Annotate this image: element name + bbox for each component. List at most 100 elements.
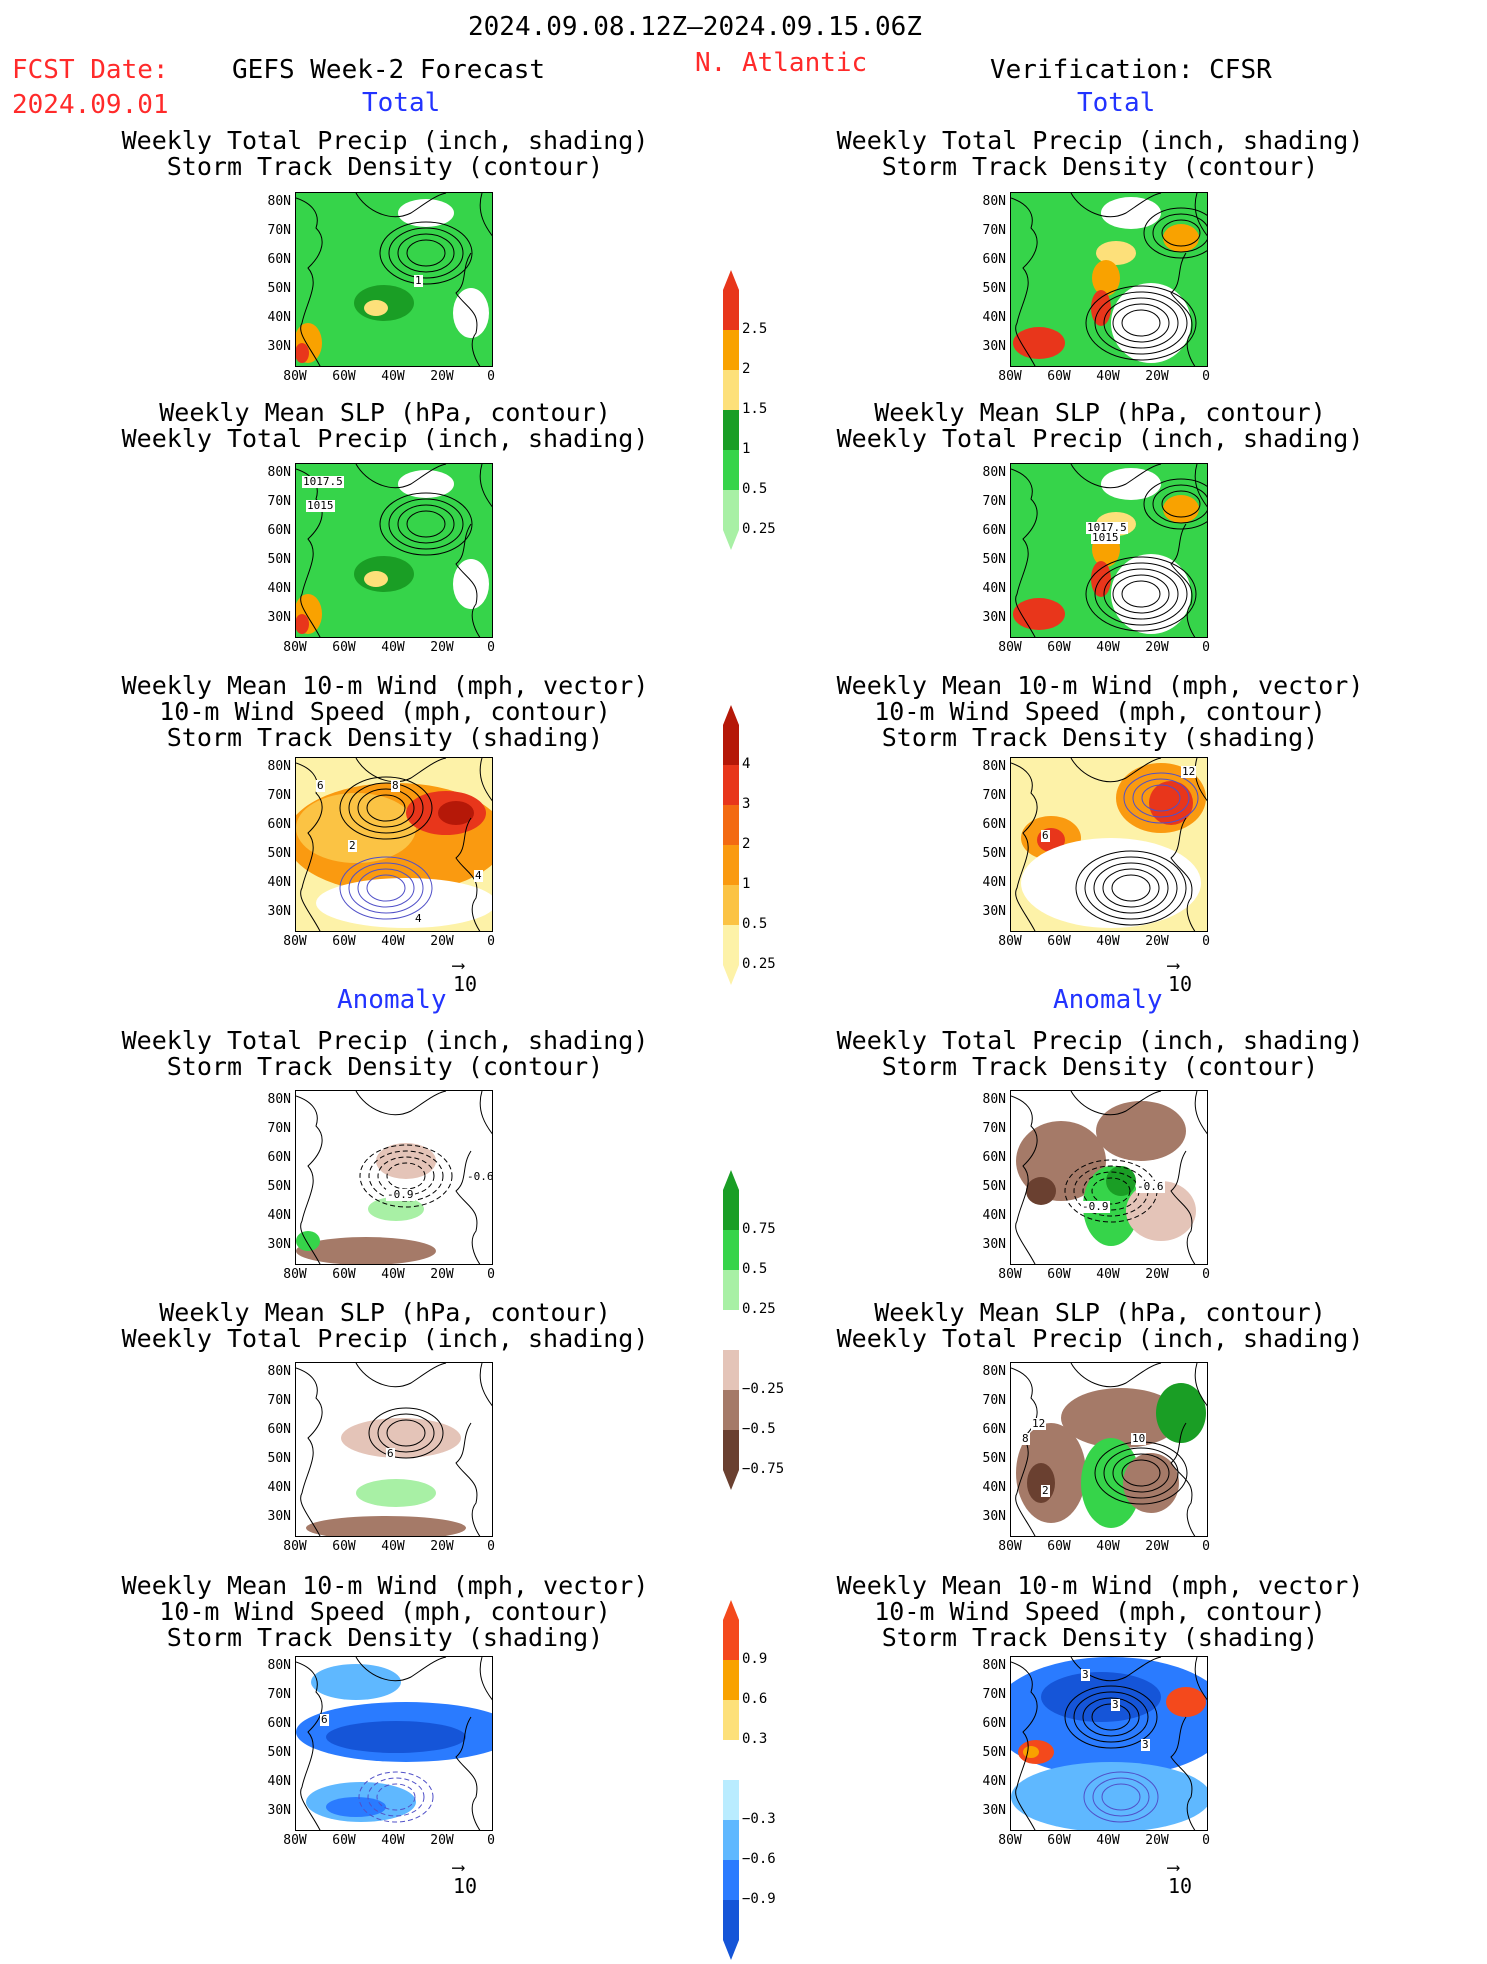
lon-tick-label: 60W [1047,640,1071,655]
lat-tick-label: 80N [982,1658,1006,1673]
lat-tick-label: 30N [267,1237,291,1252]
lat-tick-label: 30N [982,339,1006,354]
lat-tick-label: 40N [267,310,291,325]
colorbar-label: 0.5 [742,916,768,932]
lat-tick-label: 80N [267,1092,291,1107]
lon-tick-label: 0 [1202,934,1210,949]
colorbar-label: 3 [742,796,751,812]
lat-tick-label: 40N [982,310,1006,325]
lat-tick-label: 30N [982,1803,1006,1818]
lon-tick-label: 0 [487,1267,495,1282]
panel-title: Weekly Mean 10-m Wind (mph, vector) 10-m… [121,671,649,752]
lon-tick-label: 20W [1145,1539,1169,1554]
colorbar-label: −0.25 [742,1381,785,1397]
lat-tick-label: 30N [267,1803,291,1818]
colorbar-label: −0.9 [742,1891,776,1907]
lat-tick-label: 60N [267,1422,291,1437]
contour-label: 2 [348,839,357,852]
lon-tick-label: 60W [1047,934,1071,949]
lat-tick-label: 30N [982,1237,1006,1252]
lat-tick-label: 70N [982,223,1006,238]
contour-label: 6 [1041,829,1050,842]
lat-tick-label: 70N [982,788,1006,803]
panel-title: Weekly Mean SLP (hPa, contour) Weekly To… [836,398,1364,453]
lon-tick-label: 60W [332,640,356,655]
lat-tick-label: 30N [267,339,291,354]
lat-tick-label: 40N [982,1480,1006,1495]
lon-tick-label: 0 [1202,640,1210,655]
colorbar-precip-anom [722,1170,742,1494]
lat-tick-label: 60N [982,1716,1006,1731]
colorbar-label: 0.25 [742,1301,776,1317]
contour-label: 1 [414,274,423,287]
lat-tick-label: 60N [982,523,1006,538]
date-range: 2024.09.08.12Z–2024.09.15.06Z [468,12,922,42]
contour-label: -0.9 [386,1188,415,1201]
lat-tick-label: 40N [982,875,1006,890]
panel-title: Weekly Mean 10-m Wind (mph, vector) 10-m… [836,671,1364,752]
contour-label: 8 [1021,1432,1030,1445]
lat-tick-label: 70N [267,1393,291,1408]
lon-tick-label: 80W [283,369,307,384]
panel-title: Weekly Total Precip (inch, shading) Stor… [836,126,1364,181]
colorbar-label: 0.5 [742,481,768,497]
lat-tick-label: 60N [982,817,1006,832]
panel-title: Weekly Mean SLP (hPa, contour) Weekly To… [121,398,649,453]
colorbar-label: 1 [742,876,751,892]
lon-tick-label: 80W [283,1267,307,1282]
lon-tick-label: 60W [332,1539,356,1554]
lon-tick-label: 20W [430,934,454,949]
contour-label: 1015 [1091,531,1120,544]
lat-tick-label: 70N [267,1687,291,1702]
contour-label: 6 [386,1447,395,1460]
map-panel: 1 [295,192,493,367]
lon-tick-label: 0 [487,369,495,384]
contour-label: 12 [1031,1417,1047,1430]
contour-label: -0.9 [1081,1200,1110,1213]
lon-tick-label: 80W [283,1833,307,1848]
left-column-title: GEFS Week-2 Forecast [232,55,546,85]
lat-tick-label: 30N [982,904,1006,919]
lat-tick-label: 80N [982,1092,1006,1107]
colorbar-label: 0.6 [742,1691,768,1707]
lon-tick-label: 80W [998,1267,1022,1282]
fcst-date-value: 2024.09.01 [12,90,169,120]
lat-tick-label: 30N [267,610,291,625]
lon-tick-label: 40W [381,1539,405,1554]
lon-tick-label: 20W [1145,640,1169,655]
map-panel: 1017.5 1015 [295,463,493,638]
fcst-date-label: FCST Date: [12,55,169,85]
lon-tick-label: 60W [1047,369,1071,384]
lon-tick-label: 60W [332,369,356,384]
section-total-right: Total [1077,88,1156,118]
lat-tick-label: 80N [267,759,291,774]
contour-label: 3 [1111,1698,1120,1711]
lat-tick-label: 50N [267,846,291,861]
lat-tick-label: 80N [267,465,291,480]
lat-tick-label: 80N [267,1364,291,1379]
lon-tick-label: 20W [430,1833,454,1848]
panel-title: Weekly Mean 10-m Wind (mph, vector) 10-m… [121,1571,649,1652]
lat-tick-label: 80N [982,194,1006,209]
panel-title: Weekly Mean SLP (hPa, contour) Weekly To… [121,1298,649,1353]
panel-title: Weekly Total Precip (inch, shading) Stor… [121,1026,649,1081]
lon-tick-label: 80W [998,369,1022,384]
lat-tick-label: 70N [982,1121,1006,1136]
section-anomaly-right: Anomaly [1053,985,1163,1015]
contour-label: 1017.5 [302,475,344,488]
lat-tick-label: 40N [982,581,1006,596]
lon-tick-label: 40W [1096,1267,1120,1282]
panel-title: Weekly Mean 10-m Wind (mph, vector) 10-m… [836,1571,1364,1652]
region-label: N. Atlantic [695,48,868,78]
colorbar-label: 2 [742,361,751,377]
lat-tick-label: 40N [267,1208,291,1223]
lat-tick-label: 60N [267,523,291,538]
colorbar-label: −0.6 [742,1851,776,1867]
lon-tick-label: 0 [487,1833,495,1848]
panel-title: Weekly Mean SLP (hPa, contour) Weekly To… [836,1298,1364,1353]
vector-reference: ⟶ 10 [1168,1857,1193,1899]
lat-tick-label: 70N [982,1687,1006,1702]
lat-tick-label: 60N [267,1716,291,1731]
lat-tick-label: 70N [982,1393,1006,1408]
contour-label: 4 [414,912,423,925]
